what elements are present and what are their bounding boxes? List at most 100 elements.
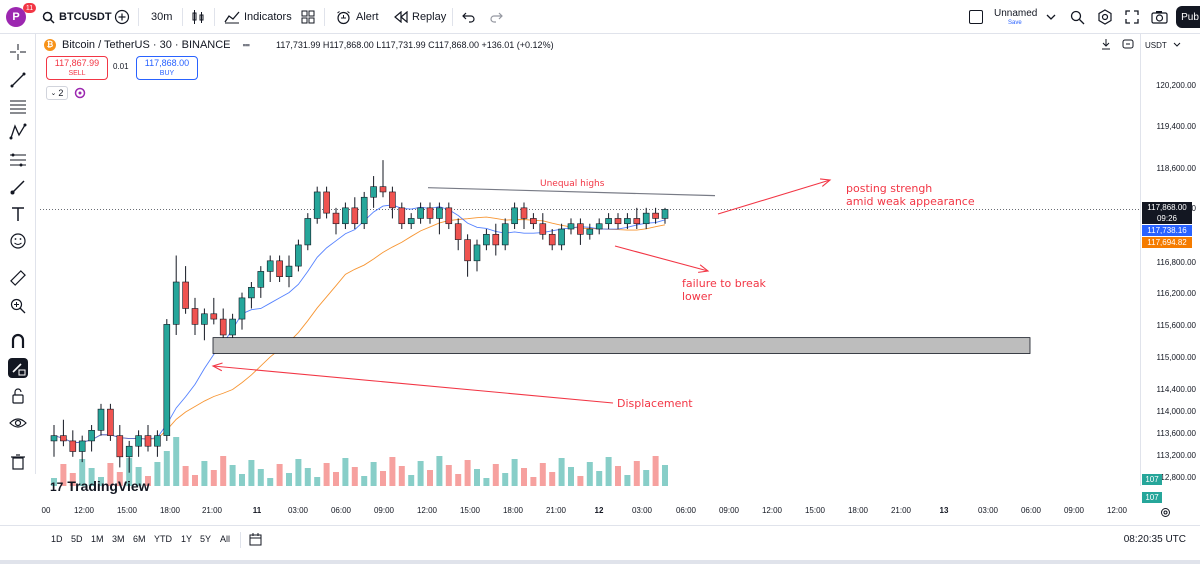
symbol-title[interactable]: Bitcoin / TetherUS · 30 · BINANCE: [62, 39, 231, 51]
indicators-toggle[interactable]: ⌄ 2: [46, 86, 68, 100]
time-axis[interactable]: 00 12:00 15:00 18:00 21:00 11 03:00 06:00 09:00 1…: [36, 506, 1200, 522]
zoom-in-icon: [10, 298, 26, 314]
symbol-search-button[interactable]: BTCUSDT: [42, 0, 112, 34]
rewind-icon: [394, 11, 408, 23]
volume-bar: [408, 475, 415, 486]
currency-selector[interactable]: USDT: [1145, 40, 1167, 50]
fib-tool[interactable]: [8, 96, 28, 116]
candle-body: [605, 218, 612, 225]
price-tick-label: 116,800.00: [1156, 258, 1196, 267]
candle-body: [511, 207, 518, 225]
user-avatar[interactable]: P: [6, 7, 26, 27]
publish-button[interactable]: Pub: [1176, 6, 1200, 28]
lock-tool[interactable]: [8, 386, 28, 406]
volume-bar: [88, 468, 95, 486]
volume-bar: [163, 451, 170, 486]
layout-name-button[interactable]: Unnamed Save: [994, 0, 1037, 34]
templates-button[interactable]: [301, 0, 315, 34]
price-tick-label: 113,200.00: [1156, 451, 1196, 460]
candle-body: [558, 228, 565, 246]
candle-body: [548, 234, 556, 246]
indicators-button[interactable]: Indicators: [224, 0, 292, 34]
layout-checkbox[interactable]: [969, 0, 983, 34]
visibility-tool[interactable]: [8, 413, 28, 433]
candle-body: [407, 218, 415, 225]
alert-button[interactable]: Alert: [336, 0, 379, 34]
settings-button[interactable]: [1097, 0, 1113, 34]
chevron-down-icon: [1173, 42, 1181, 47]
range-button-1y[interactable]: 1Y: [181, 534, 193, 544]
tv-logo-icon: 17: [50, 480, 64, 494]
chart-type-button[interactable]: [190, 0, 206, 34]
remove-drawings-tool[interactable]: [8, 452, 28, 472]
price-tick-label: 114,400.00: [1156, 385, 1196, 394]
date-range-icon[interactable]: [249, 532, 263, 549]
magnet-tool[interactable]: [8, 331, 28, 351]
price-axis[interactable]: USDT 120,200.00 119,400.00 118,600.00 117,8…: [1140, 34, 1200, 486]
candle-body: [436, 207, 443, 219]
range-button-5y[interactable]: 5Y: [200, 534, 212, 544]
gear-icon: [1098, 9, 1112, 25]
utc-clock[interactable]: 08:20:35 UTC: [1123, 534, 1186, 545]
redo-button[interactable]: [489, 0, 503, 34]
annotation-failure-to-break: failure to break lower: [682, 277, 766, 303]
candle-body: [577, 223, 584, 235]
range-button-1d[interactable]: 1D: [51, 534, 63, 544]
time-tick-label: 12:00: [416, 506, 438, 515]
range-button-6m[interactable]: 6M: [133, 534, 146, 544]
buy-button[interactable]: 117,868.00 BUY: [136, 56, 198, 80]
time-tick-label: 18:00: [502, 506, 524, 515]
emoji-tool[interactable]: [8, 231, 28, 251]
volume-bar: [427, 470, 433, 486]
crosshair-tool[interactable]: [8, 42, 28, 62]
range-button-ytd[interactable]: YTD: [154, 534, 172, 544]
forecast-tool[interactable]: [8, 150, 28, 170]
range-button-3m[interactable]: 3M: [112, 534, 125, 544]
sell-button[interactable]: 117,867.99 SELL: [46, 56, 108, 80]
bitcoin-logo-icon: ₿: [44, 39, 56, 51]
magnet-icon: [11, 333, 25, 348]
sell-price: 117,867.99: [54, 58, 100, 68]
ruler-lines-icon: [10, 153, 26, 167]
snapshot-button[interactable]: [1151, 0, 1168, 34]
volume-bar: [60, 464, 67, 486]
interval-button[interactable]: 30m: [151, 11, 173, 23]
layout-menu-button[interactable]: [1046, 0, 1056, 34]
candle-body: [586, 228, 594, 235]
price-chart[interactable]: [40, 34, 1140, 486]
trend-line-tool[interactable]: [8, 70, 28, 90]
current-price-label: 117,868.00 09:26: [1142, 202, 1192, 224]
data-sync-icon[interactable]: [74, 87, 86, 99]
time-axis-settings-icon[interactable]: [1160, 507, 1171, 521]
pattern-tool[interactable]: [8, 122, 28, 142]
undo-icon: [462, 12, 475, 23]
range-button-1m[interactable]: 1M: [91, 534, 104, 544]
keep-drawing-tool[interactable]: [8, 358, 28, 378]
zoom-tool[interactable]: [8, 296, 28, 316]
annotation-posting-strength: posting strengh amid weak appearance: [846, 182, 975, 208]
candle-body: [116, 435, 124, 458]
candle-body: [172, 281, 180, 325]
time-tick-label: 03:00: [977, 506, 999, 515]
download-icon[interactable]: [1101, 38, 1111, 53]
range-button-all[interactable]: All: [220, 534, 231, 544]
legend-menu-icon[interactable]: ▪▪▪: [242, 40, 251, 50]
indicators-icon: [224, 11, 240, 24]
undo-button[interactable]: [462, 0, 476, 34]
ohlc-values: 117,731.99 H117,868.00 L117,731.99 C117,…: [276, 40, 554, 50]
drawing-toolbar: [0, 34, 36, 474]
price-tick-label: 115,600.00: [1156, 321, 1196, 330]
text-tool[interactable]: [8, 204, 28, 224]
replay-button[interactable]: Replay: [394, 0, 446, 34]
range-button-5d[interactable]: 5D: [71, 534, 83, 544]
volume-bar: [652, 456, 659, 486]
time-tick-label: 12:00: [73, 506, 95, 515]
fullscreen-button[interactable]: [1125, 0, 1139, 34]
measure-tool[interactable]: [8, 268, 28, 288]
scale-mode-icon[interactable]: [1122, 38, 1134, 53]
brush-tool[interactable]: [8, 177, 28, 197]
quick-search-button[interactable]: [1070, 0, 1085, 34]
candle-body: [530, 218, 537, 225]
time-tick-label: 09:00: [718, 506, 740, 515]
compare-symbol-button[interactable]: [114, 0, 130, 34]
